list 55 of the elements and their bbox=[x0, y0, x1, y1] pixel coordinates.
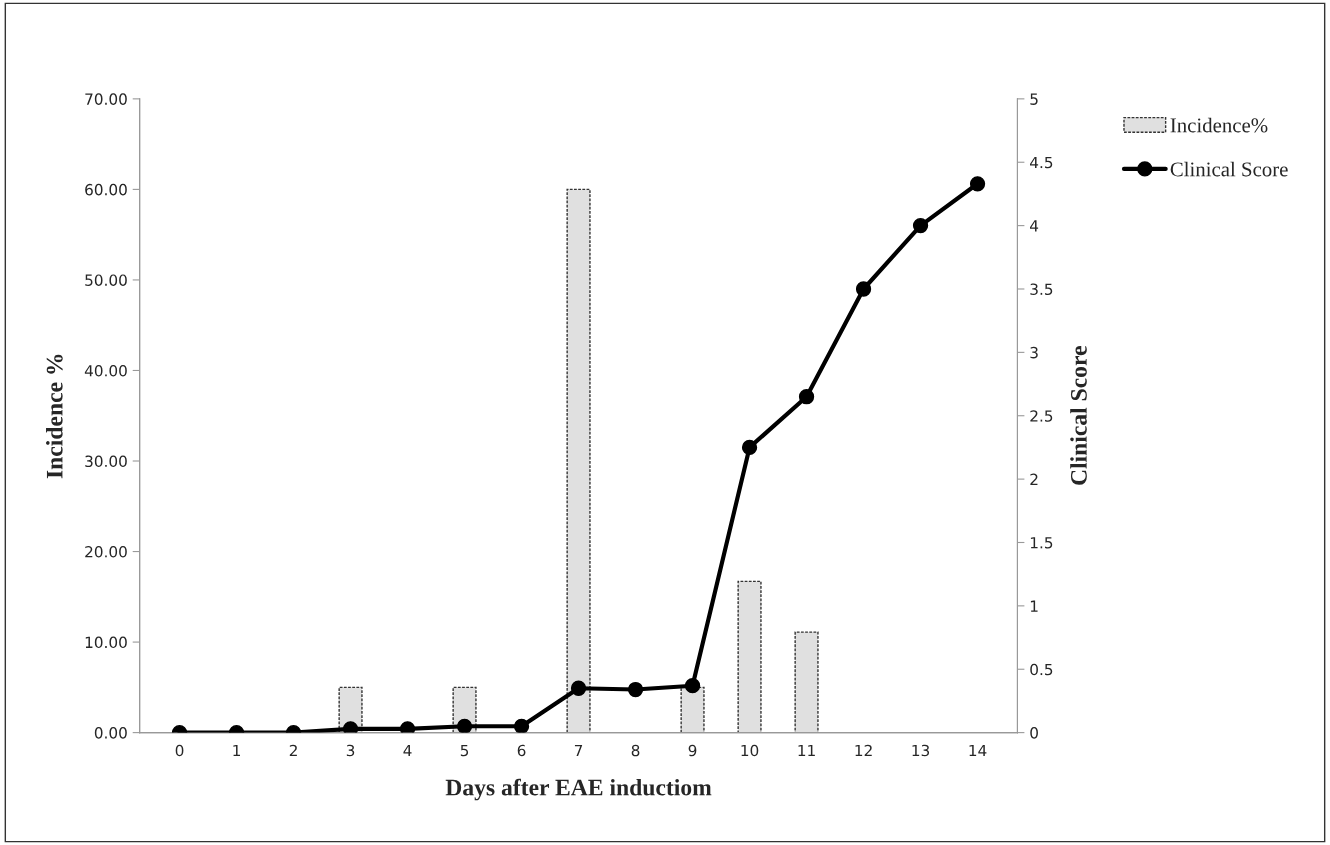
legend-label: Clinical Score bbox=[1170, 161, 1288, 177]
y-tick-label: 60.00 bbox=[85, 183, 127, 196]
point bbox=[855, 281, 872, 297]
x-tick-label: 11 bbox=[798, 744, 815, 757]
point bbox=[798, 389, 815, 405]
x-tick-label: 13 bbox=[912, 744, 930, 757]
y2-tick-label: 1 bbox=[1030, 600, 1038, 612]
y2-tick-label: 4 bbox=[1030, 220, 1039, 232]
point bbox=[912, 217, 929, 234]
x-tick-label: 8 bbox=[631, 744, 640, 757]
y2-tick-label: 2 bbox=[1030, 473, 1038, 485]
bar bbox=[737, 580, 762, 733]
bar bbox=[566, 188, 591, 733]
x-tick-label: 10 bbox=[741, 744, 759, 757]
y-tick-label: 40.00 bbox=[84, 364, 127, 377]
y2-tick-label: 1.5 bbox=[1030, 537, 1053, 549]
x-tick-label: 7 bbox=[574, 744, 583, 757]
point bbox=[456, 718, 473, 733]
point bbox=[342, 721, 359, 733]
x-tick-label: 6 bbox=[517, 744, 526, 757]
y-tick-label: 20.00 bbox=[85, 546, 127, 558]
y-tick-label: 70.00 bbox=[85, 93, 127, 105]
point bbox=[627, 681, 644, 698]
point bbox=[969, 176, 986, 192]
bar bbox=[794, 631, 819, 733]
point bbox=[570, 680, 587, 696]
y-tick-label: 10.00 bbox=[85, 636, 127, 649]
y2-tick-label: 4.5 bbox=[1030, 156, 1053, 169]
legend-label: Incidence% bbox=[1170, 117, 1268, 133]
y2-tick-label: 0.5 bbox=[1030, 663, 1053, 676]
y-axis-title: Incidence % bbox=[46, 354, 63, 479]
point bbox=[684, 678, 701, 694]
y2-tick-label: 3.5 bbox=[1030, 283, 1053, 296]
x-tick-label: 9 bbox=[688, 744, 697, 757]
x-axis-title: Days after EAE inductiom bbox=[445, 778, 712, 801]
y2-tick-label: 2.5 bbox=[1030, 410, 1053, 422]
y2-axis-title: Clinical Score bbox=[1070, 346, 1087, 485]
y2-tick-label: 0 bbox=[1030, 727, 1038, 739]
x-tick-label: 4 bbox=[403, 744, 412, 757]
x-tick-label: 1 bbox=[233, 744, 240, 757]
y2-tick-label: 3 bbox=[1030, 346, 1038, 359]
y-tick-label: 50.00 bbox=[85, 274, 127, 286]
x-tick-label: 3 bbox=[346, 744, 355, 757]
point bbox=[399, 721, 416, 733]
point bbox=[741, 439, 758, 456]
x-tick-label: 5 bbox=[460, 744, 469, 757]
y2-tick-label: 5 bbox=[1030, 93, 1038, 105]
y-tick-label: 0.00 bbox=[94, 727, 127, 739]
x-tick-label: 0 bbox=[175, 744, 184, 757]
point bbox=[513, 718, 530, 733]
bar bbox=[680, 686, 705, 733]
x-tick-label: 14 bbox=[969, 744, 987, 757]
x-tick-label: 2 bbox=[289, 744, 297, 757]
x-tick-label: 12 bbox=[855, 744, 872, 757]
y-tick-label: 30.00 bbox=[85, 455, 127, 468]
